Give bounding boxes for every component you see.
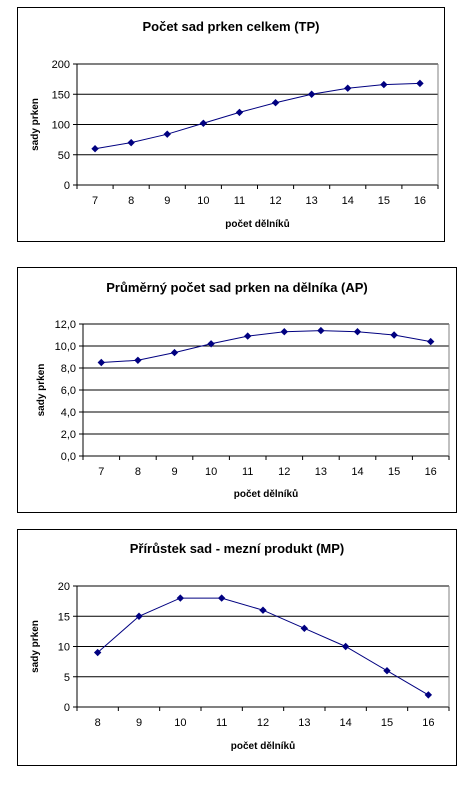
data-point [271, 99, 280, 107]
x-tick-label: 8 [135, 466, 141, 478]
data-point [383, 666, 391, 675]
data-point [243, 332, 252, 340]
y-tick-label: 0 [64, 180, 70, 192]
y-tick-label: 150 [52, 89, 70, 101]
y-tick-label: 2,0 [61, 429, 76, 441]
data-point [416, 79, 424, 88]
y-tick-label: 0,0 [61, 451, 76, 463]
x-tick-label: 7 [92, 195, 98, 207]
x-tick-label: 8 [95, 717, 101, 729]
x-tick-label: 15 [388, 466, 400, 478]
data-point [259, 606, 267, 614]
y-tick-label: 50 [58, 150, 70, 162]
y-axis-label: sady prken [30, 620, 41, 673]
x-tick-label: 7 [98, 466, 104, 478]
data-point [317, 326, 325, 335]
x-tick-label: 12 [278, 466, 290, 478]
chart-ap-title: Průměrný počet sad prken na dělníka (AP) [106, 280, 368, 295]
data-point [97, 358, 106, 367]
y-tick-label: 6,0 [61, 385, 76, 397]
x-tick-label: 10 [197, 195, 209, 207]
series-line [94, 82, 420, 150]
x-tick-label: 13 [306, 195, 318, 207]
y-tick-label: 100 [52, 120, 70, 132]
x-tick-label: 9 [164, 195, 170, 207]
x-tick-label: 14 [351, 466, 363, 478]
data-point [199, 119, 208, 127]
x-tick-label: 14 [342, 195, 354, 207]
series-line [101, 330, 431, 363]
y-axis-label: sady prken [30, 98, 41, 151]
data-point [341, 642, 350, 651]
data-point [127, 138, 135, 147]
data-point [235, 108, 244, 117]
data-point [135, 612, 143, 620]
x-tick-label: 15 [378, 195, 390, 207]
x-tick-label: 11 [216, 717, 227, 729]
x-axis-label: počet dělníků [231, 740, 295, 752]
x-tick-label: 9 [171, 466, 177, 478]
x-tick-label: 16 [425, 466, 437, 478]
x-tick-label: 10 [205, 466, 217, 478]
x-tick-label: 9 [136, 717, 142, 729]
y-tick-label: 0 [64, 702, 70, 714]
data-point [170, 348, 179, 357]
data-point [91, 144, 99, 153]
y-tick-label: 15 [58, 611, 70, 623]
chart-mp-svg: Přírůstek sad - mezní produkt (MP) 0 5 10 15… [30, 541, 450, 752]
chart-ap-svg: Průměrný počet sad prken na dělníka (AP)… [36, 280, 450, 500]
x-tick-label: 12 [257, 717, 269, 729]
y-axis-label: sady prken [36, 364, 47, 417]
x-tick-label: 11 [242, 466, 253, 478]
y-tick-label: 20 [58, 581, 70, 593]
y-tick-label: 10 [58, 642, 70, 654]
data-point [353, 327, 362, 336]
x-tick-label: 8 [128, 195, 134, 207]
x-tick-label: 12 [269, 195, 281, 207]
x-tick-label: 13 [298, 717, 310, 729]
chart-mp-title: Přírůstek sad - mezní produkt (MP) [130, 541, 345, 556]
x-axis-label: počet dělníků [225, 218, 289, 230]
y-tick-label: 12,0 [55, 319, 76, 331]
data-point [424, 691, 433, 699]
x-axis-label: počet dělníků [234, 488, 298, 500]
data-point [280, 327, 289, 336]
chart-ap: Průměrný počet sad prken na dělníka (AP)… [17, 267, 457, 513]
data-point [93, 648, 102, 657]
x-tick-label: 16 [422, 717, 434, 729]
x-tick-label: 11 [234, 195, 245, 207]
data-point [307, 90, 316, 98]
y-tick-label: 8,0 [61, 363, 76, 375]
x-tick-label: 15 [381, 717, 393, 729]
x-tick-label: 13 [315, 466, 327, 478]
data-point [134, 356, 142, 365]
chart-tp-title: Počet sad prken celkem (TP) [142, 19, 319, 34]
data-point [176, 594, 185, 602]
y-tick-label: 200 [52, 59, 70, 71]
y-tick-label: 4,0 [61, 407, 76, 419]
data-point [380, 80, 388, 89]
data-point [390, 331, 398, 339]
data-point [163, 130, 171, 138]
y-tick-label: 5 [64, 672, 70, 684]
y-tick-label: 10,0 [55, 341, 76, 353]
x-tick-label: 10 [174, 717, 186, 729]
chart-tp: Počet sad prken celkem (TP) 0 50 100 150 200 7… [17, 7, 445, 242]
data-point [300, 624, 309, 633]
x-tick-label: 14 [340, 717, 352, 729]
chart-mp: Přírůstek sad - mezní produkt (MP) 0 5 10 15… [17, 529, 457, 766]
data-point [344, 84, 352, 92]
data-point [426, 337, 435, 346]
data-point [207, 340, 215, 348]
chart-tp-svg: Počet sad prken celkem (TP) 0 50 100 150 200 7… [30, 19, 439, 230]
x-tick-label: 16 [414, 195, 426, 207]
data-point [217, 594, 226, 602]
